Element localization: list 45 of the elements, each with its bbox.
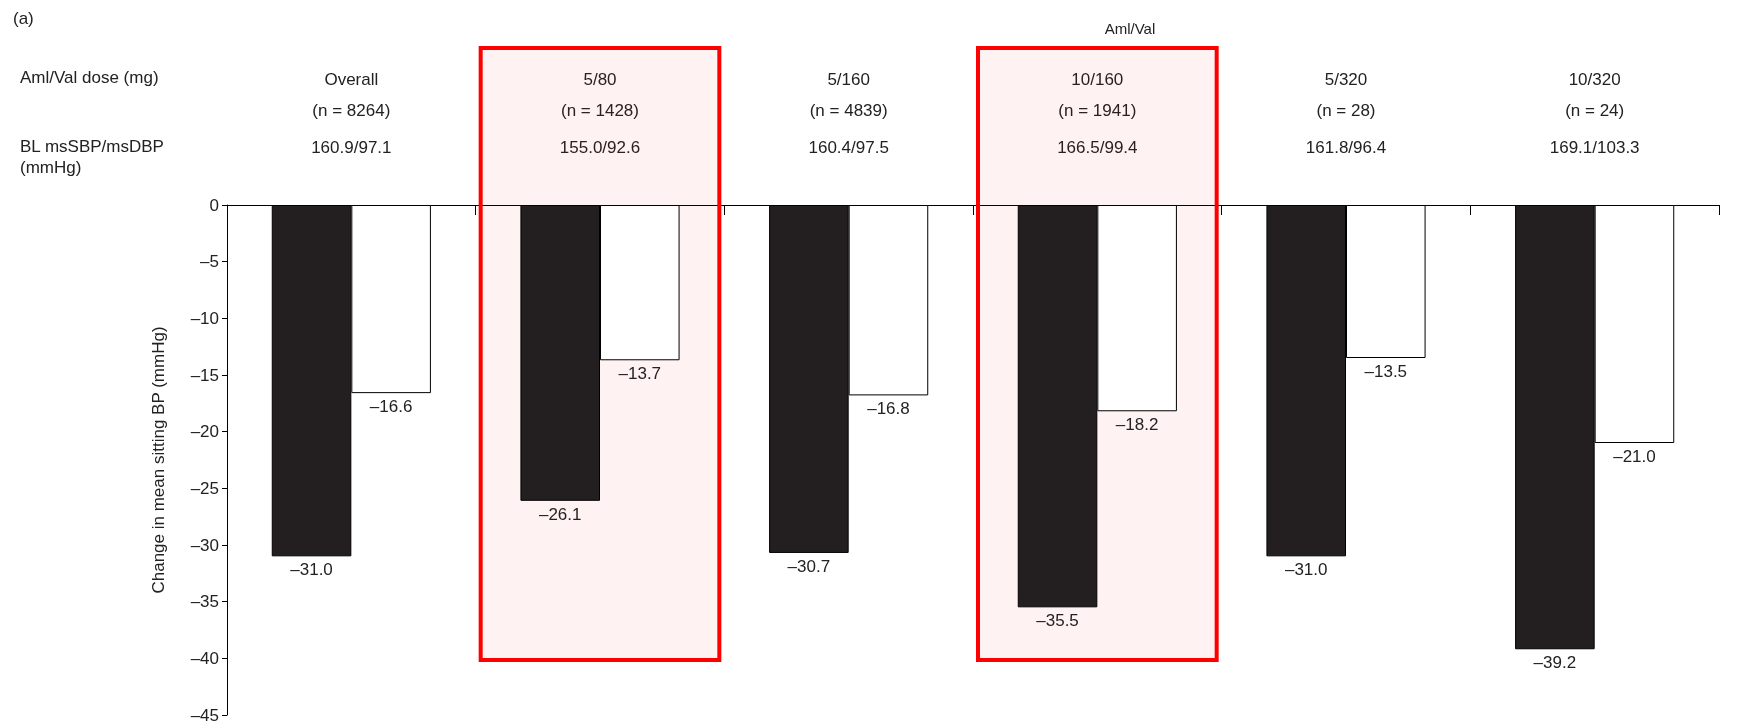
data-label: –13.5 <box>1364 362 1408 381</box>
data-label: –35.5 <box>1036 611 1079 631</box>
text: (n = 28) <box>1316 101 1376 120</box>
text: (a) <box>13 9 34 28</box>
text: Aml/Val <box>1104 20 1156 37</box>
text: (n = 8264) <box>312 101 391 120</box>
y-tick-label: –35 <box>190 592 219 612</box>
data-label: –16.8 <box>867 399 910 419</box>
data-label: –13.7 <box>618 364 662 384</box>
data-label: –18.2 <box>1115 415 1159 435</box>
text: (n = 1428) <box>561 101 639 120</box>
data-label: –31.0 <box>290 560 333 580</box>
y-tick-label: –25 <box>190 478 219 498</box>
text: BL msSBP/msDBP (mmHg) <box>20 137 164 177</box>
text: (n = 1941) <box>1058 101 1137 120</box>
data-label: –39.2 <box>1533 653 1577 673</box>
x-tick-label: 10/160 <box>1071 70 1124 89</box>
text: 169.1/103.3 <box>1549 138 1640 157</box>
y-tick-label: –30 <box>190 535 219 555</box>
text: 160.9/97.1 <box>311 138 392 157</box>
text: (n = 24) <box>1565 101 1625 120</box>
x-tick-label: 10/320 <box>1568 70 1621 89</box>
data-label: –26.1 <box>538 504 582 524</box>
data-label: –31.0 <box>1284 560 1328 580</box>
y-tick-label: –20 <box>190 422 219 442</box>
text: 160.4/97.5 <box>808 138 889 157</box>
text: (n = 4839) <box>809 101 888 120</box>
y-axis-title: Change in mean sitting BP (mmHg) <box>149 326 168 594</box>
text: 161.8/96.4 <box>1305 138 1387 157</box>
text: Aml/Val dose (mg) <box>20 68 159 87</box>
x-tick-label: 5/80 <box>583 70 617 89</box>
y-tick-label: –45 <box>190 705 219 725</box>
y-tick-label: 0 <box>209 195 219 215</box>
data-label: –21.0 <box>1613 447 1656 466</box>
text: 166.5/99.4 <box>1057 138 1138 157</box>
text: 155.0/92.6 <box>559 138 641 157</box>
y-tick-label: –10 <box>190 308 219 328</box>
data-label: –16.6 <box>369 397 413 417</box>
y-tick-label: –5 <box>200 252 219 272</box>
x-tick-label: Overall <box>324 70 379 89</box>
y-tick-label: –15 <box>190 365 219 385</box>
y-tick-label: –40 <box>190 648 219 668</box>
data-label: –30.7 <box>787 556 831 576</box>
x-tick-label: 5/320 <box>1324 70 1368 89</box>
x-tick-label: 5/160 <box>827 70 870 89</box>
